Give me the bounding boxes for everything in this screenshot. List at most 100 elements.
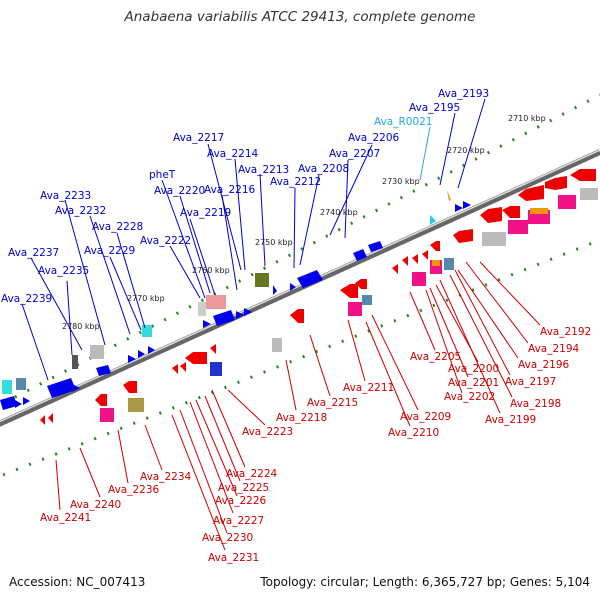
upper-colored-genes	[2, 190, 451, 394]
gene-label: Ava_2216	[204, 184, 256, 196]
kbp-label: 2730 kbp	[382, 177, 420, 186]
gene-label: Ava_2231	[208, 552, 259, 564]
gene-arrow	[455, 204, 463, 212]
kbp-label: 2740 kbp	[320, 208, 358, 217]
gene-box	[142, 325, 152, 337]
kbp-label: 2750 kbp	[255, 238, 293, 247]
leader-line	[144, 424, 163, 471]
gene-label: Ava_2218	[276, 412, 327, 424]
gene-label: Ava_2227	[213, 515, 264, 527]
gene-label: Ava_2208	[298, 163, 349, 175]
gene-label: Ava_2195	[409, 102, 460, 114]
gene-box	[530, 208, 548, 214]
gene-box	[255, 273, 269, 287]
gene-arrow	[185, 352, 207, 364]
leader-line	[30, 257, 83, 351]
leader-line	[293, 187, 296, 269]
forward-strand-genes	[0, 201, 471, 410]
leader-line-rna	[419, 126, 431, 181]
leader-line	[89, 215, 131, 335]
gene-arrow	[368, 241, 383, 252]
lower-colored-genes	[100, 188, 598, 422]
gene-box	[482, 232, 506, 246]
gene-box	[90, 345, 104, 359]
leader-line	[169, 245, 201, 299]
gene-label: Ava_2232	[55, 205, 106, 217]
gene-arrow	[203, 320, 211, 328]
gene-label: Ava_2219	[180, 207, 231, 219]
gene-arrow	[555, 176, 567, 190]
leader-line	[207, 143, 242, 271]
gene-label: Ava_2206	[348, 132, 400, 144]
gene-arrow	[148, 346, 155, 354]
gene-arrow	[128, 355, 136, 363]
gene-label: Ava_2194	[528, 343, 580, 355]
leader-line	[66, 280, 73, 356]
leader-line	[189, 401, 234, 514]
leader-line	[435, 284, 479, 363]
accession-text: Accession: NC_007413	[9, 575, 146, 589]
gene-arrow	[392, 264, 398, 274]
leader-line	[79, 447, 101, 498]
gene-arrow	[236, 311, 244, 319]
gene-label: Ava_2213	[238, 164, 289, 176]
leader-line	[449, 274, 513, 398]
gene-arrow	[480, 207, 502, 223]
gene-arrow	[297, 270, 323, 288]
gene-box	[508, 220, 528, 234]
kbp-label: 2710 kbp	[508, 114, 546, 123]
leader-line	[211, 389, 246, 468]
gene-label: Ava_2241	[40, 512, 91, 524]
gene-box	[16, 378, 26, 390]
gene-arrow	[355, 279, 367, 289]
gene-label: Ava_2233	[40, 190, 91, 202]
leader-line	[329, 144, 373, 236]
gene-box	[558, 195, 576, 209]
gene-label: Ava_2198	[510, 398, 561, 410]
gene-box	[100, 408, 114, 422]
gene-label: Ava_2200	[448, 363, 499, 375]
gene-label: Ava_2212	[270, 176, 321, 188]
leader-line	[204, 395, 241, 482]
gene-arrow	[213, 310, 235, 326]
gene-label: Ava_2193	[438, 88, 489, 100]
leader-line	[439, 112, 456, 186]
gene-arrow	[23, 397, 30, 405]
gene-label: Ava_2196	[518, 359, 570, 371]
leader-line	[179, 195, 211, 294]
leader-line	[371, 314, 419, 411]
bottom-gene-labels: Ava_2192 Ava_2194 Ava_2196 Ava_2197 Ava_…	[40, 326, 591, 564]
gene-label: Ava_2211	[343, 382, 394, 394]
leader-line	[161, 179, 206, 299]
kbp-label: 2760 kbp	[192, 266, 230, 275]
gene-arrow	[244, 308, 252, 316]
leader-line	[227, 389, 266, 426]
gene-label: Ava_2234	[140, 471, 192, 483]
gene-label: Ava_2237	[8, 247, 59, 259]
kbp-label: 2770 kbp	[127, 294, 165, 303]
gene-label: Ava_2226	[215, 495, 267, 507]
kbp-label: 2720 kbp	[447, 146, 485, 155]
gene-label: Ava_2210	[388, 427, 439, 439]
leader-line	[365, 321, 411, 427]
leader-line	[64, 199, 106, 346]
leader-line	[234, 158, 246, 271]
leader-line	[285, 359, 297, 411]
gene-arrow	[353, 249, 367, 261]
gene-box	[444, 258, 454, 270]
gene-arrow	[210, 344, 216, 354]
gene-box	[210, 362, 222, 376]
gene-box	[362, 295, 372, 305]
bottom-leader-lines	[55, 261, 541, 551]
gene-label: Ava_2229	[84, 245, 135, 257]
gene-label: Ava_2220	[154, 185, 205, 197]
leader-line	[457, 98, 486, 189]
leader-line	[116, 232, 146, 329]
genome-backbone-highlight	[0, 149, 600, 423]
gene-box	[432, 260, 440, 266]
gene-arrow	[502, 206, 520, 218]
gene-arrow	[15, 400, 22, 408]
gene-box	[580, 188, 598, 200]
